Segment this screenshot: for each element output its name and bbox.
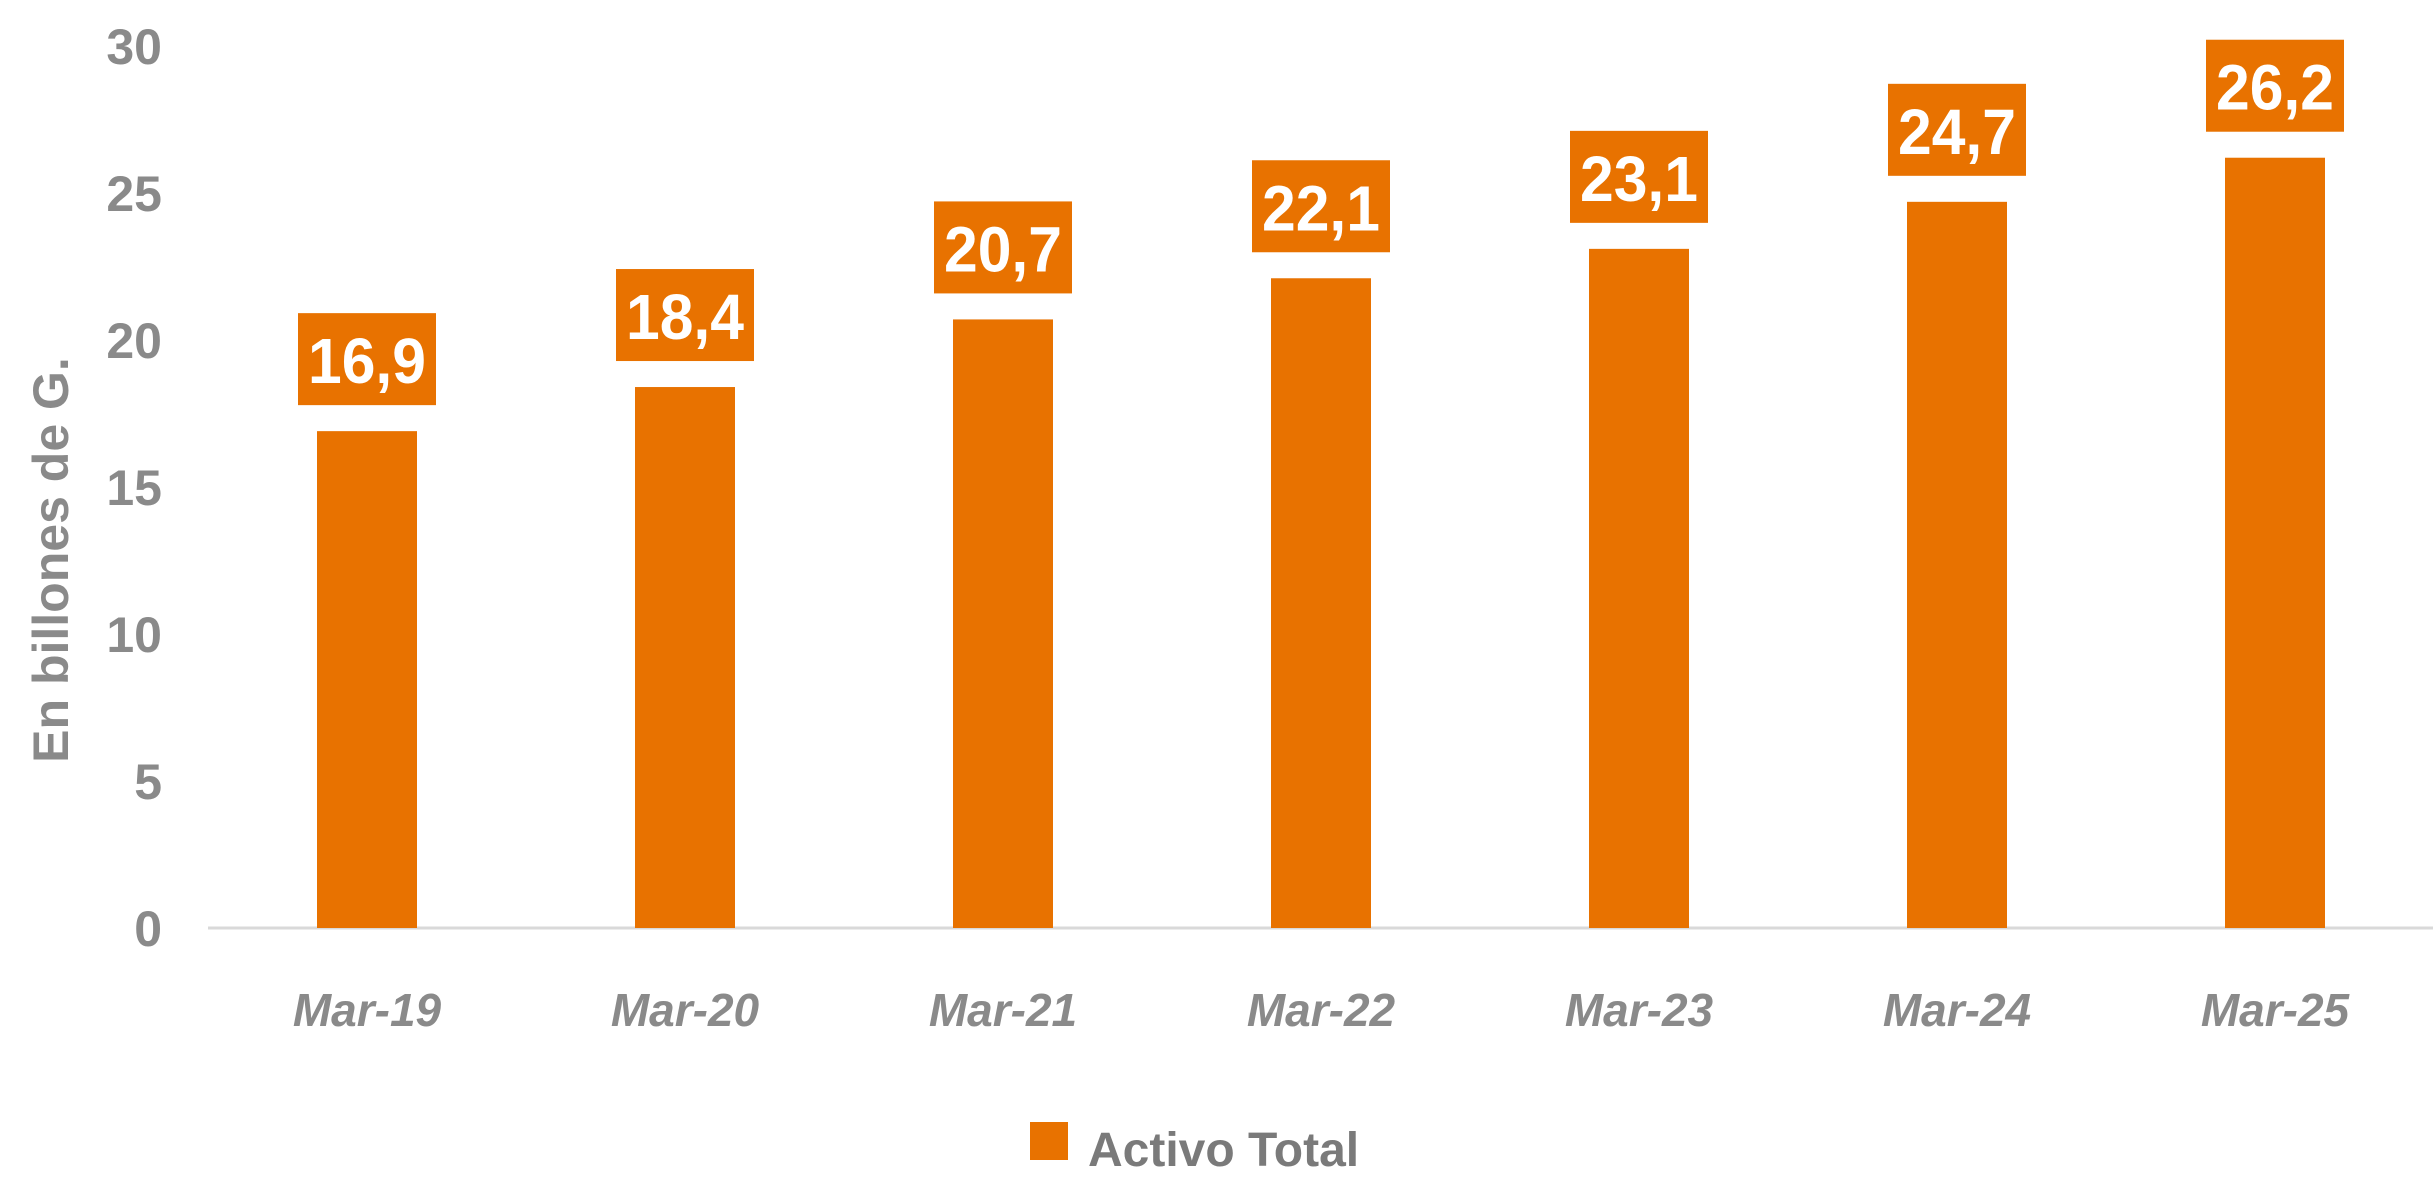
data-label-text: 20,7 — [944, 213, 1062, 285]
data-label-text: 16,9 — [308, 325, 426, 397]
y-tick-label-5: 5 — [134, 754, 162, 810]
y-tick-label-15: 15 — [106, 460, 162, 516]
y-tick-label-0: 0 — [134, 901, 162, 957]
bars-group — [317, 157, 2325, 929]
data-label-box — [298, 313, 436, 406]
bar-Mar-23 — [1589, 248, 1689, 929]
x-axis-labels: Mar-19 Mar-20 Mar-21 Mar-22 Mar-23 Mar-24 Mar-… — [293, 984, 2351, 1036]
data-label-text: 26,2 — [2216, 52, 2334, 124]
data-label-Mar-25: 26,2 — [2206, 39, 2344, 132]
data-label-text: 22,1 — [1262, 172, 1380, 244]
y-tick-label-20: 20 — [106, 313, 162, 369]
bar-Mar-22 — [1271, 278, 1371, 928]
x-tick-label-Mar-22: Mar-22 — [1247, 984, 1396, 1036]
bar-Mar-25 — [2225, 157, 2325, 929]
x-tick-label-Mar-20: Mar-20 — [611, 984, 760, 1036]
data-label-Mar-19: 16,9 — [298, 313, 436, 406]
bar-Mar-21 — [953, 319, 1053, 928]
data-label-text: 23,1 — [1580, 143, 1698, 215]
y-tick-label-10: 10 — [106, 607, 162, 663]
data-label-Mar-24: 24,7 — [1888, 83, 2026, 176]
x-tick-label-Mar-24: Mar-24 — [1883, 984, 2031, 1036]
data-label-Mar-21: 20,7 — [934, 201, 1072, 294]
data-label-text: 24,7 — [1898, 96, 2016, 168]
y-axis-title: En billones de G. — [23, 357, 79, 763]
bar-Mar-24 — [1907, 201, 2007, 928]
legend: Activo Total — [1030, 1122, 1359, 1177]
legend-swatch — [1030, 1122, 1068, 1160]
bar-Mar-19 — [317, 431, 417, 928]
y-tick-label-30: 30 — [106, 19, 162, 75]
data-label-box — [1570, 130, 1708, 223]
legend-label: Activo Total — [1088, 1124, 1359, 1177]
y-tick-label-25: 25 — [106, 166, 162, 222]
data-label-box — [1252, 160, 1390, 253]
y-axis-ticks: 0 5 10 15 20 25 30 — [106, 19, 162, 957]
data-label-Mar-20: 18,4 — [616, 269, 754, 362]
data-label-box — [1888, 83, 2026, 176]
data-label-box — [934, 201, 1072, 294]
bar-Mar-20 — [635, 387, 735, 928]
data-label-text: 18,4 — [626, 281, 744, 353]
x-tick-label-Mar-25: Mar-25 — [2201, 984, 2351, 1036]
x-tick-label-Mar-23: Mar-23 — [1565, 984, 1714, 1036]
x-tick-label-Mar-21: Mar-21 — [929, 984, 1077, 1036]
data-labels-group: 16,9 18,4 20,7 22,1 23,1 24,7 26,2 — [298, 39, 2344, 406]
data-label-Mar-23: 23,1 — [1570, 130, 1708, 223]
y-axis-title-group: En billones de G. — [23, 357, 79, 763]
data-label-box — [616, 269, 754, 362]
data-label-Mar-22: 22,1 — [1252, 160, 1390, 253]
data-label-box — [2206, 39, 2344, 132]
x-tick-label-Mar-19: Mar-19 — [293, 984, 442, 1036]
